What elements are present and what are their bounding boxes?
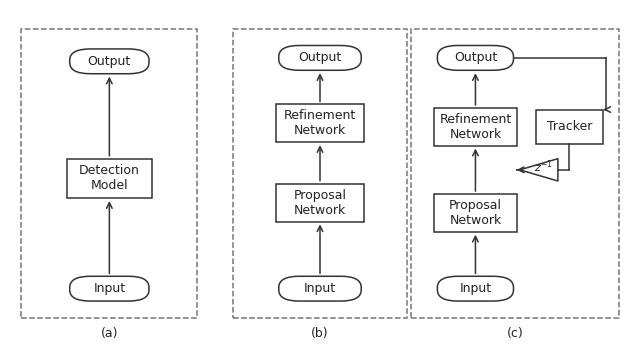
- Text: Output: Output: [454, 51, 497, 64]
- Text: Detection
Model: Detection Model: [79, 164, 140, 193]
- Text: Input: Input: [93, 282, 125, 295]
- FancyBboxPatch shape: [279, 46, 361, 70]
- Bar: [20, 29, 197, 318]
- Text: $z^{-1}$: $z^{-1}$: [534, 159, 553, 175]
- FancyBboxPatch shape: [434, 194, 516, 232]
- FancyBboxPatch shape: [437, 276, 513, 301]
- FancyBboxPatch shape: [276, 104, 364, 142]
- FancyBboxPatch shape: [70, 276, 149, 301]
- Text: Refinement
Network: Refinement Network: [284, 109, 356, 137]
- FancyBboxPatch shape: [70, 49, 149, 74]
- FancyBboxPatch shape: [437, 46, 513, 70]
- Text: Input: Input: [460, 282, 492, 295]
- FancyBboxPatch shape: [276, 184, 364, 222]
- Text: Proposal
Network: Proposal Network: [294, 189, 346, 217]
- Text: (b): (b): [311, 327, 329, 340]
- Bar: [233, 29, 407, 318]
- Text: (c): (c): [506, 327, 523, 340]
- Bar: [411, 29, 619, 318]
- Text: Output: Output: [298, 51, 342, 64]
- FancyBboxPatch shape: [67, 159, 152, 198]
- FancyBboxPatch shape: [279, 276, 361, 301]
- Text: Output: Output: [88, 55, 131, 68]
- Text: Tracker: Tracker: [547, 120, 592, 133]
- Text: Input: Input: [304, 282, 336, 295]
- Text: (a): (a): [100, 327, 118, 340]
- FancyBboxPatch shape: [434, 108, 516, 146]
- Text: Proposal
Network: Proposal Network: [449, 199, 502, 227]
- FancyBboxPatch shape: [536, 110, 603, 144]
- Text: Refinement
Network: Refinement Network: [439, 113, 511, 141]
